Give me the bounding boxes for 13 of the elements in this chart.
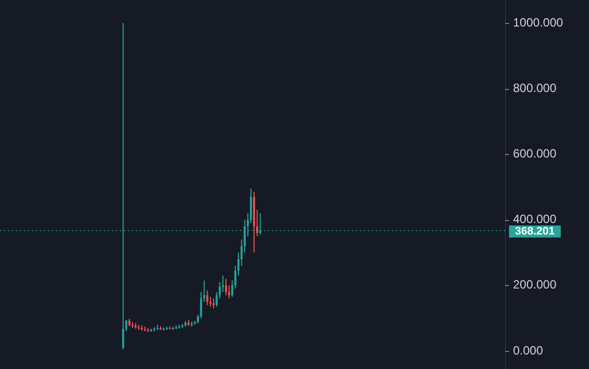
- ref-line-label: 368.201: [515, 226, 555, 238]
- y-tick-label: 800.000: [513, 80, 557, 95]
- candlestick: [216, 291, 218, 308]
- candlestick: [206, 290, 208, 306]
- y-tick-label: 400.000: [513, 212, 557, 226]
- candlestick: [225, 278, 228, 296]
- y-tick-label: 600.000: [513, 146, 557, 160]
- y-tick-label: 0.000: [513, 343, 544, 358]
- y-tick-label: 1000.000: [513, 15, 564, 30]
- candlestick: [212, 298, 215, 309]
- candlestick: [231, 280, 234, 298]
- y-tick-label: 200.000: [513, 278, 557, 292]
- candlestick: [125, 319, 128, 332]
